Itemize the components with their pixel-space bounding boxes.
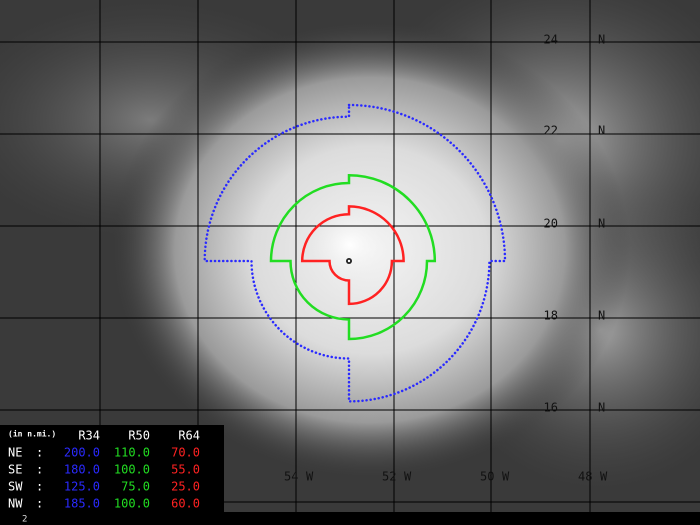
radius-value: 100.0: [114, 463, 150, 477]
separator: :: [36, 446, 43, 460]
footer-text: 2: [22, 515, 27, 525]
lat-label: 22: [544, 124, 558, 138]
separator: :: [36, 497, 43, 511]
central-dense-overcast: [310, 210, 390, 280]
storm-center: [347, 259, 351, 263]
lon-hemisphere: W: [306, 470, 314, 484]
lat-label: 20: [544, 217, 558, 231]
footer-bar: [0, 512, 700, 525]
lat-hemisphere: N: [598, 309, 605, 323]
radius-value: 125.0: [64, 480, 100, 494]
lat-hemisphere: N: [598, 124, 605, 138]
separator: :: [36, 463, 43, 477]
radius-value: 60.0: [171, 497, 200, 511]
radius-value: 75.0: [121, 480, 150, 494]
radii-table-box: [0, 425, 224, 512]
radii-table: (in n.mi.) R34 R50 R64 NE: 200.0 110.0 70.0 SE: 1…: [8, 429, 200, 511]
lat-hemisphere: N: [598, 217, 605, 231]
quadrant-label: NE: [8, 446, 22, 460]
wind-radius-ring: [203, 103, 507, 403]
quadrant-label: SE: [8, 463, 22, 477]
lon-label: 50: [480, 470, 494, 484]
lon-label: 54: [284, 470, 298, 484]
radius-value: 185.0: [64, 497, 100, 511]
lon-hemisphere: W: [404, 470, 412, 484]
separator: :: [36, 480, 43, 494]
wind-radii: [203, 103, 507, 403]
lat-hemisphere: N: [598, 401, 605, 415]
lon-label: 48: [578, 470, 592, 484]
quadrant-label: SW: [8, 480, 23, 494]
radius-value: 180.0: [64, 463, 100, 477]
radius-value: 110.0: [114, 446, 150, 460]
radius-value: 25.0: [171, 480, 200, 494]
lat-label: 18: [544, 309, 558, 323]
lon-hemisphere: W: [502, 470, 510, 484]
grid-labels: 24 N 22 N 20 N 18 N 16 N 54 W 52 W 50 W 48 W: [284, 33, 608, 484]
lon-label: 52: [382, 470, 396, 484]
lon-hemisphere: W: [600, 470, 608, 484]
lat-label: 24: [544, 33, 558, 47]
radius-value: 200.0: [64, 446, 100, 460]
lat-label: 16: [544, 401, 558, 415]
column-header: R50: [128, 429, 150, 443]
radius-value: 55.0: [171, 463, 200, 477]
column-header: R64: [178, 429, 200, 443]
unit-note: (in n.mi.): [8, 429, 56, 439]
column-header: R34: [78, 429, 100, 443]
quadrant-label: NW: [8, 497, 23, 511]
radius-value: 70.0: [171, 446, 200, 460]
wind-radius-ring: [269, 173, 437, 341]
wind-radius-ring: [300, 205, 405, 306]
radius-value: 100.0: [114, 497, 150, 511]
lat-lon-grid: [0, 0, 700, 512]
lat-hemisphere: N: [598, 33, 605, 47]
